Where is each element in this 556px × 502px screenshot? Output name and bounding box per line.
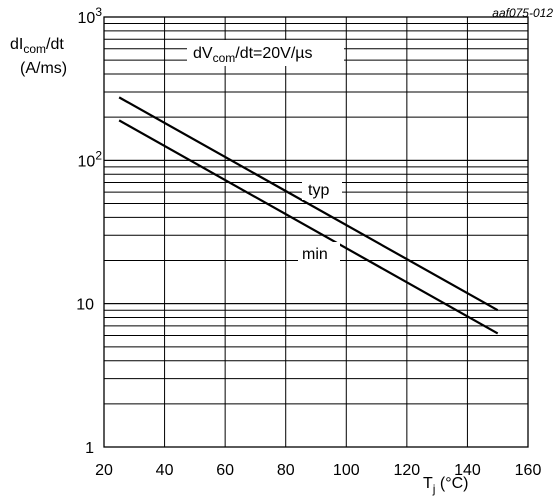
x-tick-label: 120 — [394, 462, 421, 479]
x-tick-label: 140 — [454, 462, 481, 479]
series-label-min: min — [302, 246, 328, 263]
x-tick-label: 80 — [277, 462, 295, 479]
series-line-typ — [118, 96, 499, 312]
x-tick-label: 40 — [156, 462, 174, 479]
series-line-min — [118, 119, 499, 335]
x-tick-label: 60 — [216, 462, 234, 479]
figure-id: aaf075-012 — [492, 6, 553, 20]
x-tick-label: 100 — [333, 462, 360, 479]
x-tick-label: 160 — [515, 462, 542, 479]
y-axis-label-line1: dIcom/dt — [10, 36, 64, 56]
y-axis-label-line2: (A/ms) — [20, 60, 67, 77]
ticks-layer: 20 40 60 80 100 120 140 160 1 10 102 103 — [76, 5, 541, 479]
condition-label: dVcom/dt=20V/µs — [193, 45, 313, 65]
typ-label-bg — [302, 178, 342, 200]
series-label-typ: typ — [308, 182, 329, 199]
series-layer — [118, 96, 499, 335]
y-tick-label: 103 — [78, 5, 103, 27]
plot-frame — [103, 16, 529, 448]
condition-label-bg — [187, 40, 344, 66]
x-tick-label: 20 — [95, 462, 113, 479]
y-tick-label: 10 — [76, 297, 94, 314]
y-tick-label: 102 — [78, 148, 103, 170]
x-axis-label: Tj (°C) — [423, 475, 469, 496]
y-tick-label: 1 — [85, 440, 94, 457]
min-label-bg — [298, 242, 340, 264]
